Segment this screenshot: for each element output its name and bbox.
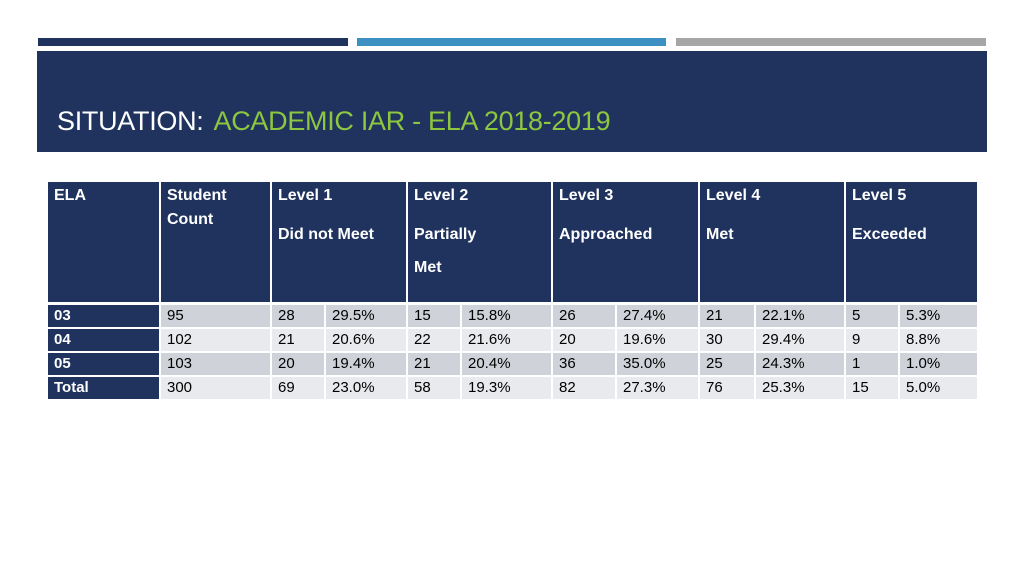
decor-bar-blue <box>357 38 666 46</box>
header-line2: Count <box>167 211 214 228</box>
level-count-cell: 21 <box>700 302 756 327</box>
level-percent-cell: 25.3% <box>756 375 846 399</box>
level-count-cell: 76 <box>700 375 756 399</box>
level-count-cell: 58 <box>408 375 462 399</box>
level-percent-cell: 21.6% <box>462 327 553 351</box>
level-count-cell: 21 <box>408 351 462 375</box>
level-percent-cell: 20.4% <box>462 351 553 375</box>
level-percent-cell: 20.6% <box>326 327 408 351</box>
level-percent-cell: 27.3% <box>617 375 700 399</box>
level-percent-cell: 23.0% <box>326 375 408 399</box>
table-row: Total 300 69 23.0% 58 19.3% 82 27.3% 76 … <box>48 375 977 399</box>
header-line1: Level 1 <box>278 187 333 204</box>
level-count-cell: 20 <box>272 351 326 375</box>
level-count-cell: 36 <box>553 351 617 375</box>
header-line1: Level 2 <box>414 187 469 204</box>
level-percent-cell: 1.0% <box>900 351 977 375</box>
level-count-cell: 15 <box>846 375 900 399</box>
level-percent-cell: 5.0% <box>900 375 977 399</box>
decor-bar-navy <box>38 38 348 46</box>
level-percent-cell: 22.1% <box>756 302 846 327</box>
table-row: 04 102 21 20.6% 22 21.6% 20 19.6% 30 29.… <box>48 327 977 351</box>
level-count-cell: 22 <box>408 327 462 351</box>
row-label: 05 <box>48 351 161 375</box>
header-line3: Met <box>414 259 442 276</box>
header-ela: ELA <box>48 182 161 302</box>
level-count-cell: 20 <box>553 327 617 351</box>
header-level-4: Level 4 Met <box>700 182 846 302</box>
level-percent-cell: 8.8% <box>900 327 977 351</box>
level-percent-cell: 19.6% <box>617 327 700 351</box>
slide-title: SITUATION: ACADEMIC IAR - ELA 2018-2019 <box>57 106 611 137</box>
level-percent-cell: 27.4% <box>617 302 700 327</box>
header-line1: Level 3 <box>559 187 614 204</box>
header-line2: Met <box>706 226 734 243</box>
table-header-row: ELA Student Count Level 1 Did not Meet L… <box>48 182 977 302</box>
level-count-cell: 1 <box>846 351 900 375</box>
level-count-cell: 26 <box>553 302 617 327</box>
level-percent-cell: 35.0% <box>617 351 700 375</box>
header-line2: Approached <box>559 226 653 243</box>
level-count-cell: 25 <box>700 351 756 375</box>
title-banner: SITUATION: ACADEMIC IAR - ELA 2018-2019 <box>37 51 987 152</box>
student-count-cell: 102 <box>161 327 272 351</box>
title-prefix: SITUATION: <box>57 106 204 136</box>
student-count-cell: 95 <box>161 302 272 327</box>
header-level-5: Level 5 Exceeded <box>846 182 977 302</box>
level-count-cell: 9 <box>846 327 900 351</box>
student-count-cell: 103 <box>161 351 272 375</box>
level-percent-cell: 5.3% <box>900 302 977 327</box>
level-count-cell: 15 <box>408 302 462 327</box>
ela-results-table: ELA Student Count Level 1 Did not Meet L… <box>48 182 977 399</box>
header-line2: Partially <box>414 226 477 243</box>
row-label: 04 <box>48 327 161 351</box>
level-percent-cell: 29.5% <box>326 302 408 327</box>
header-level-3: Level 3 Approached <box>553 182 700 302</box>
level-count-cell: 21 <box>272 327 326 351</box>
row-label: 03 <box>48 302 161 327</box>
student-count-cell: 300 <box>161 375 272 399</box>
header-line2: Did not Meet <box>278 226 374 243</box>
row-label: Total <box>48 375 161 399</box>
table-row: 03 95 28 29.5% 15 15.8% 26 27.4% 21 22.1… <box>48 302 977 327</box>
header-line1: Student <box>167 187 227 204</box>
header-line2: Exceeded <box>852 226 927 243</box>
header-level-1: Level 1 Did not Meet <box>272 182 408 302</box>
level-count-cell: 5 <box>846 302 900 327</box>
header-line1: Level 4 <box>706 187 761 204</box>
level-percent-cell: 19.4% <box>326 351 408 375</box>
title-main: ACADEMIC IAR - ELA 2018-2019 <box>213 106 611 136</box>
level-count-cell: 69 <box>272 375 326 399</box>
header-line1: Level 5 <box>852 187 907 204</box>
level-percent-cell: 29.4% <box>756 327 846 351</box>
level-percent-cell: 24.3% <box>756 351 846 375</box>
level-percent-cell: 19.3% <box>462 375 553 399</box>
level-count-cell: 30 <box>700 327 756 351</box>
header-level-2: Level 2 Partially Met <box>408 182 553 302</box>
level-count-cell: 28 <box>272 302 326 327</box>
level-count-cell: 82 <box>553 375 617 399</box>
level-percent-cell: 15.8% <box>462 302 553 327</box>
decor-bar-gray <box>676 38 986 46</box>
header-line1: ELA <box>54 187 86 204</box>
table-row: 05 103 20 19.4% 21 20.4% 36 35.0% 25 24.… <box>48 351 977 375</box>
header-student-count: Student Count <box>161 182 272 302</box>
